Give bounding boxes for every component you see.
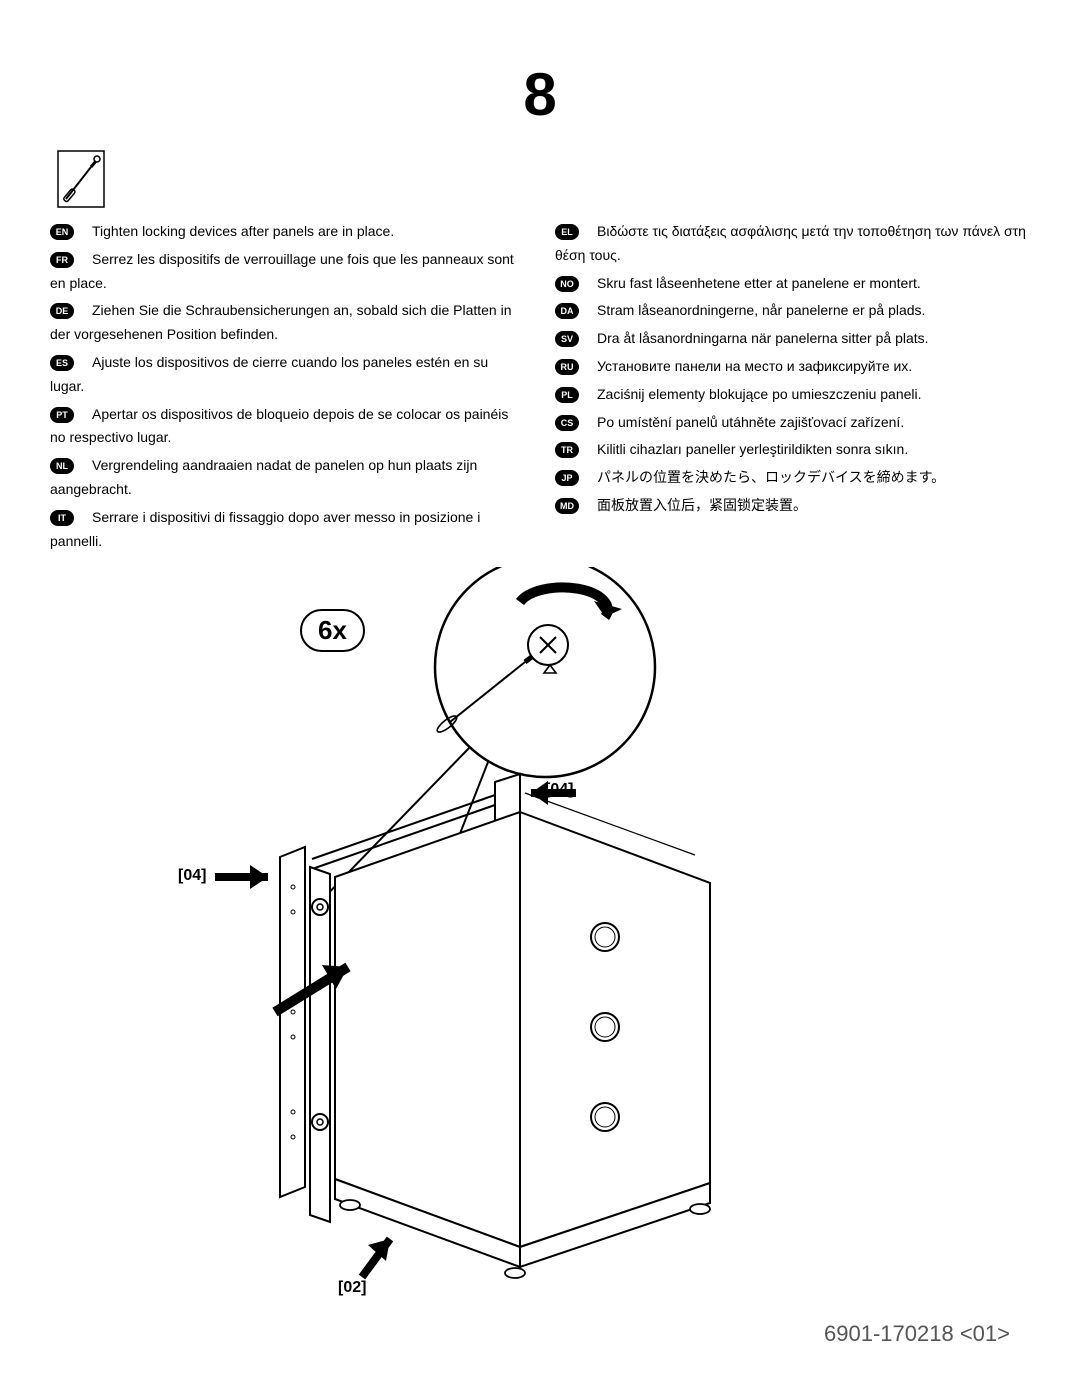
step-number: 8 <box>50 60 1030 129</box>
document-footer: 6901-170218 <01> <box>824 1321 1010 1347</box>
language-badge: FR <box>50 252 74 268</box>
language-badge: NO <box>555 276 579 292</box>
instruction-text: Ziehen Sie die Schraubensicherungen an, … <box>50 302 512 342</box>
instruction-row: CS Po umístění panelů utáhněte zajišťovac… <box>555 411 1030 435</box>
instruction-row: FRSerrez les dispositifs de verrouillage… <box>50 248 525 296</box>
language-badge: TR <box>555 442 579 458</box>
part-label-02: [02] <box>338 1279 366 1297</box>
instruction-row: ELΒιδώστε τις διατάξεις ασφάλισης μετά τ… <box>555 220 1030 268</box>
instruction-row: PTApertar os dispositivos de bloqueio de… <box>50 403 525 451</box>
language-badge: PT <box>50 407 74 423</box>
instruction-text: Apertar os dispositivos de bloqueio depo… <box>50 406 508 446</box>
screwdriver-icon <box>56 149 1030 214</box>
language-badge: DA <box>555 303 579 319</box>
language-badge: EN <box>50 224 74 240</box>
instruction-text: Dra åt låsanordningarna när panelerna si… <box>597 330 929 346</box>
instruction-row: ESAjuste los dispositivos de cierre cuan… <box>50 351 525 399</box>
instruction-text: Zaciśnij elementy blokujące po umieszcze… <box>597 386 922 402</box>
instruction-text: Po umístění panelů utáhněte zajišťovací … <box>597 414 904 430</box>
language-badge: DE <box>50 303 74 319</box>
language-badge: SV <box>555 331 579 347</box>
instruction-row: EN Tighten locking devices after panels a… <box>50 220 525 244</box>
instruction-row: JP パネルの位置を決めたら、ロックデバイスを締めます。 <box>555 466 1030 490</box>
language-badge: RU <box>555 359 579 375</box>
instruction-text: Vergrendeling aandraaien nadat de panele… <box>50 457 477 497</box>
language-badge: JP <box>555 470 579 486</box>
instruction-row: DA Stram låseanordningerne, når panelerne… <box>555 299 1030 323</box>
assembly-diagram: 6x <box>50 567 1030 1347</box>
instruction-text: Serrare i dispositivi di fissaggio dopo … <box>50 509 480 549</box>
instruction-text: Ajuste los dispositivos de cierre cuando… <box>50 354 488 394</box>
part-label-04-left: [04] <box>178 867 206 885</box>
part-label-04-right: [04] <box>545 781 573 799</box>
language-badge: NL <box>50 458 74 474</box>
instruction-row: NO Skru fast låseenhetene etter at panele… <box>555 272 1030 296</box>
instruction-row: SV Dra åt låsanordningarna när panelerna … <box>555 327 1030 351</box>
instructions-block: EN Tighten locking devices after panels a… <box>50 220 1030 557</box>
language-badge: EL <box>555 224 579 240</box>
language-badge: ES <box>50 355 74 371</box>
instruction-row: DEZiehen Sie die Schraubensicherungen an… <box>50 299 525 347</box>
instruction-row: NLVergrendeling aandraaien nadat de pane… <box>50 454 525 502</box>
language-badge: CS <box>555 415 579 431</box>
instruction-text: Βιδώστε τις διατάξεις ασφάλισης μετά την… <box>555 223 1026 263</box>
instruction-row: MD 面板放置入位后，紧固锁定装置。 <box>555 494 1030 518</box>
instruction-text: 面板放置入位后，紧固锁定装置。 <box>597 497 807 513</box>
instruction-text: Stram låseanordningerne, når panelerne e… <box>597 302 925 318</box>
instruction-text: Tighten locking devices after panels are… <box>92 223 394 239</box>
instruction-text: Serrez les dispositifs de verrouillage u… <box>50 251 514 291</box>
language-badge: MD <box>555 498 579 514</box>
instructions-right-column: ELΒιδώστε τις διατάξεις ασφάλισης μετά τ… <box>555 220 1030 557</box>
instructions-left-column: EN Tighten locking devices after panels a… <box>50 220 525 557</box>
language-badge: IT <box>50 510 74 526</box>
instruction-row: PL Zaciśnij elementy blokujące po umieszc… <box>555 383 1030 407</box>
instruction-text: パネルの位置を決めたら、ロックデバイスを締めます。 <box>597 469 945 485</box>
assembly-instruction-page: 8 EN Tighten locking devices after panels… <box>0 0 1080 1397</box>
instruction-row: TR Kilitli cihazları paneller yerleştiril… <box>555 438 1030 462</box>
instruction-text: Skru fast låseenhetene etter at panelene… <box>597 275 921 291</box>
language-badge: PL <box>555 387 579 403</box>
instruction-text: Установите панели на место и зафиксируйт… <box>597 358 912 374</box>
instruction-row: ITSerrare i dispositivi di fissaggio dop… <box>50 506 525 554</box>
instruction-row: RU Установите панели на место и зафиксиру… <box>555 355 1030 379</box>
instruction-text: Kilitli cihazları paneller yerleştirildi… <box>597 441 908 457</box>
